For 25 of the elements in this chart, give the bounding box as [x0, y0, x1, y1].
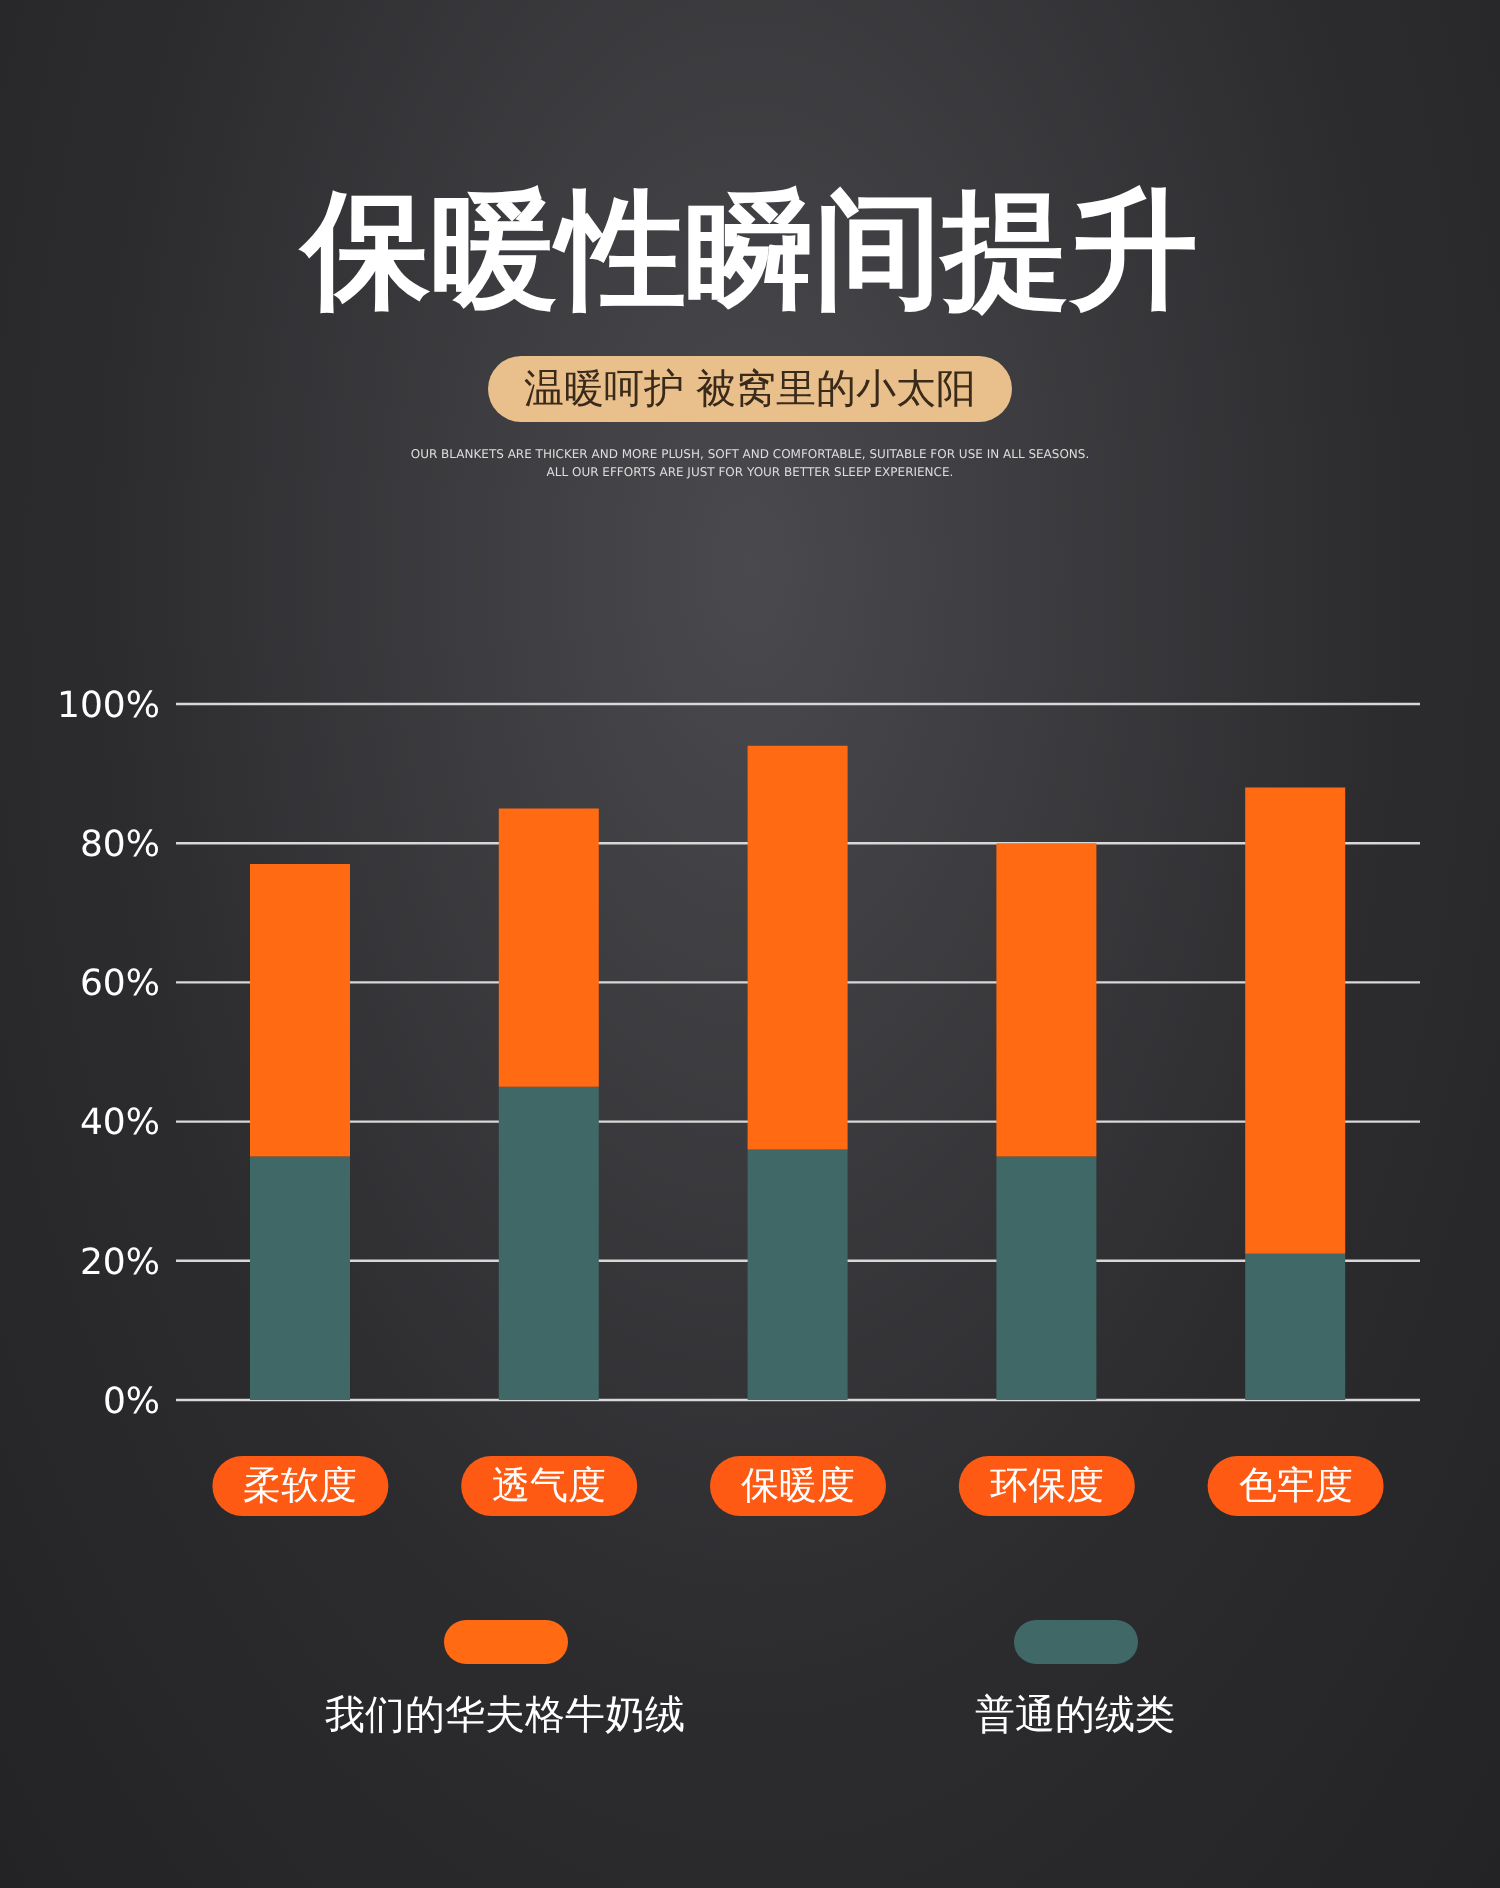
y-tick-label: 80%: [79, 823, 160, 866]
bar: [1245, 1253, 1346, 1400]
legend-label: 我们的华夫格牛奶绒: [325, 1688, 685, 1742]
y-tick-label: 0%: [102, 1380, 160, 1423]
x-tick-label: 色牢度: [1238, 1464, 1353, 1508]
x-tick-label: 保暖度: [741, 1464, 855, 1508]
x-tick-label: 透气度: [492, 1464, 607, 1508]
bar: [250, 864, 350, 1157]
bar: [747, 1149, 848, 1400]
bar: [250, 1156, 350, 1400]
chart-subtitle: 温暖呵护 被窝里的小太阳: [487, 356, 1013, 422]
chart-title: 保暖性瞬间提升: [296, 174, 1200, 330]
bar: [498, 808, 599, 1087]
y-tick-label: 40%: [79, 1102, 160, 1145]
bar: [996, 1156, 1097, 1400]
bar: [498, 1086, 599, 1400]
x-tick-label: 柔软度: [243, 1464, 358, 1508]
bar: [996, 843, 1097, 1157]
y-tick-label: 20%: [79, 1241, 160, 1284]
bar: [747, 745, 848, 1150]
y-tick-label: 100%: [57, 684, 160, 727]
bar: [1245, 787, 1346, 1254]
x-tick-label: 环保度: [989, 1464, 1104, 1508]
legend-label: 普通的绒类: [975, 1688, 1175, 1742]
y-tick-label: 60%: [79, 963, 160, 1006]
